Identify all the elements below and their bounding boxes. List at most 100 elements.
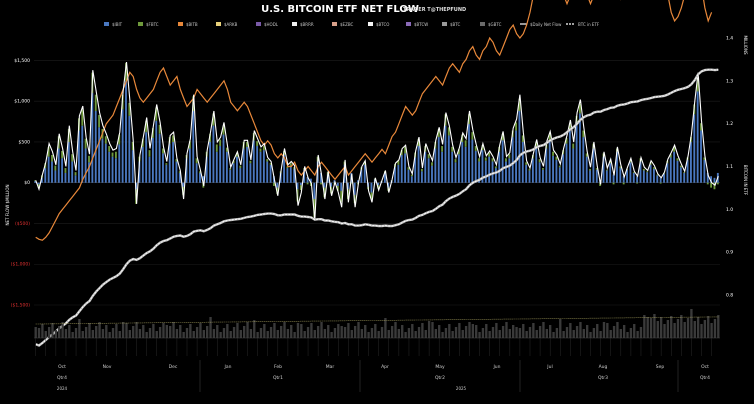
ibit-bar: [125, 80, 127, 183]
ibit-bar: [377, 182, 380, 186]
fbtc-bar: [612, 182, 615, 185]
ibit-bar: [461, 141, 464, 183]
month-label: May: [435, 364, 445, 370]
ibit-bar: [595, 169, 598, 183]
volume-bar: [427, 321, 431, 338]
ibit-bar: [51, 161, 53, 183]
volume-bar: [71, 332, 74, 338]
ibit-bar: [219, 146, 222, 183]
ibit-bar: [239, 168, 242, 183]
ibit-bar: [111, 156, 114, 183]
fbtc-bar: [215, 144, 218, 152]
fbtc-bar: [447, 127, 450, 136]
fbtc-bar: [141, 138, 144, 147]
volume-bar: [421, 323, 424, 338]
volume-bar: [256, 332, 259, 338]
ibit-bar: [182, 182, 185, 187]
legend-label: $BTCO: [376, 22, 389, 27]
fbtc-bar: [454, 159, 457, 163]
y2-tick-label: 1.2: [726, 121, 733, 127]
ibit-bar: [710, 176, 713, 183]
volume-bar: [676, 319, 680, 338]
fbtc-bar: [128, 102, 131, 116]
ibit-bar: [632, 172, 635, 183]
month-label: Jun: [492, 364, 500, 370]
fbtc-bar: [54, 165, 57, 171]
volume-bar: [54, 330, 58, 338]
ibit-bar: [199, 172, 201, 183]
ibit-bar: [427, 158, 430, 183]
fbtc-bar: [74, 172, 77, 176]
volume-bar: [283, 322, 286, 338]
ibit-bar: [333, 180, 336, 183]
fbtc-bar: [716, 182, 719, 185]
y-tick-label: ($500): [15, 221, 30, 227]
y2-tick-label: 0.9: [726, 250, 733, 256]
ibit-bar: [649, 164, 652, 183]
volume-bar: [360, 329, 364, 338]
volume-bar: [68, 325, 71, 338]
legend-label: $BITB: [186, 22, 198, 27]
y2-tick-label: 1.3: [726, 78, 733, 84]
month-label: Sep: [656, 364, 665, 370]
y-tick-label: $1,000: [14, 99, 30, 105]
volume-bar: [81, 331, 84, 338]
volume-bar: [589, 332, 592, 338]
ibit-bar: [178, 172, 181, 183]
ibit-bar: [515, 130, 517, 183]
fbtc-bar: [605, 169, 608, 171]
ibit-bar: [642, 170, 645, 183]
ibit-bar: [521, 141, 524, 183]
volume-bar: [552, 332, 555, 338]
volume-bar: [424, 330, 427, 338]
volume-bar: [229, 331, 232, 338]
ibit-bar: [619, 168, 622, 183]
ibit-bar: [558, 167, 561, 183]
ibit-bar: [229, 169, 232, 183]
fbtc-bar: [552, 151, 554, 156]
volume-bar: [44, 331, 47, 338]
y-axis-right: 0.8 0.9 1.0 1.1 1.2 1.3 1.4: [726, 36, 733, 299]
volume-bar: [471, 324, 475, 338]
ibit-bar: [195, 163, 198, 183]
fbtc-bar: [64, 168, 67, 173]
month-label: Aug: [599, 364, 608, 370]
fbtc-bar: [451, 146, 454, 152]
fbtc-bar: [219, 139, 222, 147]
ibit-bar: [222, 134, 225, 183]
volume-bar: [713, 319, 717, 338]
fbtc-bar: [505, 158, 507, 162]
month-label: Nov: [103, 364, 112, 370]
quarter-label: Qtr4: [700, 375, 710, 381]
fbtc-bar: [178, 171, 181, 173]
ibit-bar: [703, 159, 706, 183]
volume-bar: [169, 326, 172, 338]
ibit-bar: [542, 169, 544, 183]
volume-bar: [105, 325, 108, 338]
volume-bar: [222, 328, 226, 338]
fbtc-bar: [656, 174, 659, 176]
volume-bar: [626, 332, 629, 338]
volume-bar: [535, 330, 538, 338]
ibit-bar: [555, 159, 558, 183]
fbtc-bar: [535, 141, 538, 147]
ibit-bar: [673, 151, 676, 183]
ibit-bar: [568, 130, 571, 183]
ibit-bar: [690, 141, 692, 183]
ibit-bar: [585, 156, 588, 183]
ibit-bar: [252, 140, 255, 183]
ibit-bar: [71, 161, 74, 183]
volume-bar: [58, 326, 61, 338]
ibit-bar: [629, 162, 632, 183]
ibit-bar: [104, 143, 107, 183]
fbtc-bar: [457, 149, 460, 155]
volume-bar: [515, 327, 518, 338]
ibit-bar: [676, 160, 679, 183]
ibit-bar: [494, 168, 497, 183]
ibit-bar: [336, 182, 339, 186]
volume-bar: [179, 325, 182, 338]
fbtc-bar: [461, 134, 464, 142]
fbtc-bar: [589, 168, 591, 171]
volume-bar: [296, 323, 300, 338]
fbtc-bar: [491, 158, 494, 162]
